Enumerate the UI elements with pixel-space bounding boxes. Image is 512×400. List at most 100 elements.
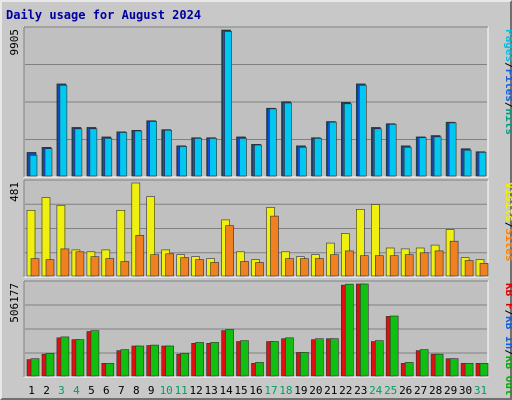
- x-tick-label-26: 26: [399, 384, 412, 397]
- bar-pages-day-28: [433, 136, 442, 177]
- bar-pages-day-8: [134, 130, 143, 177]
- bar-sites-day-11: [180, 257, 189, 277]
- y-max-label: 506177: [8, 283, 21, 323]
- x-tick-label-14: 14: [219, 384, 233, 397]
- x-tick-label-6: 6: [103, 384, 110, 397]
- bar-kb-out-day-24: [374, 340, 384, 377]
- bar-pages-day-2: [44, 148, 53, 177]
- x-tick-label-8: 8: [133, 384, 140, 397]
- bar-sites-day-16: [255, 262, 264, 277]
- panel-3: 506177 KB F/KB In/KB Out: [8, 280, 512, 396]
- bar-sites-day-6: [105, 258, 115, 277]
- bar-pages-day-21: [329, 121, 337, 177]
- bar-sites-day-5: [90, 256, 100, 277]
- bar-kb-out-day-22: [344, 283, 354, 377]
- x-tick-label-20: 20: [309, 384, 322, 397]
- bar-sites-day-27: [419, 252, 429, 277]
- bar-pages-day-14: [224, 31, 232, 177]
- x-tick-label-19: 19: [294, 384, 307, 397]
- bar-pages-day-24: [373, 128, 382, 177]
- bar-sites-day-3: [60, 248, 70, 277]
- bar-sites-day-19: [300, 258, 309, 277]
- legend-item: Sites: [503, 228, 512, 261]
- legend-item: Pages: [503, 29, 512, 62]
- legend-panel-1: Pages/Files/Hits: [503, 29, 512, 135]
- bar-pages-day-13: [209, 138, 217, 177]
- bar-pages-day-22: [343, 103, 352, 177]
- bar-sites-day-24: [374, 255, 384, 277]
- legend-item: Visits: [503, 182, 512, 222]
- bar-kb-out-day-3: [60, 336, 70, 377]
- bar-kb-out-day-16: [255, 362, 264, 377]
- bar-pages-day-7: [119, 132, 128, 177]
- bar-kb-out-day-12: [195, 342, 204, 377]
- bar-kb-out-day-4: [75, 339, 85, 377]
- x-tick-label-28: 28: [429, 384, 442, 397]
- bar-sites-day-4: [75, 251, 85, 277]
- legend-item: /: [503, 102, 512, 109]
- bar-kb-out-day-18: [285, 337, 294, 377]
- bar-sites-day-14: [225, 225, 234, 277]
- bar-sites-day-17: [270, 215, 279, 277]
- bar-pages-day-27: [418, 137, 427, 177]
- bar-kb-out-day-21: [330, 338, 339, 377]
- bar-kb-out-day-7: [120, 349, 130, 377]
- bar-sites-day-22: [344, 250, 354, 277]
- bar-kb-out-day-2: [45, 352, 55, 377]
- bar-pages-day-26: [403, 147, 412, 177]
- bar-sites-day-9: [150, 254, 159, 277]
- x-tick-label-21: 21: [324, 384, 337, 397]
- x-tick-label-9: 9: [148, 384, 155, 397]
- bar-pages-day-29: [448, 122, 457, 177]
- bar-pages-day-15: [239, 138, 247, 177]
- bar-kb-out-day-5: [90, 330, 100, 377]
- x-tick-label-3: 3: [58, 384, 65, 397]
- y-max-label: 9905: [8, 29, 21, 56]
- legend-item: /: [503, 310, 512, 317]
- legend-item: /: [503, 349, 512, 356]
- x-tick-label-18: 18: [279, 384, 292, 397]
- bar-sites-day-28: [434, 250, 444, 277]
- bar-kb-out-day-29: [449, 358, 459, 377]
- bar-sites-day-7: [120, 261, 130, 277]
- bar-kb-out-day-17: [270, 341, 279, 377]
- bar-sites-day-13: [210, 262, 219, 277]
- x-tick-label-24: 24: [369, 384, 383, 397]
- bar-pages-day-31: [478, 152, 487, 177]
- legend-item: Hits: [503, 109, 512, 136]
- x-tick-label-10: 10: [160, 384, 173, 397]
- bar-pages-day-1: [29, 155, 38, 177]
- x-tick-label-17: 17: [264, 384, 277, 397]
- x-tick-label-5: 5: [88, 384, 95, 397]
- legend-panel-3: KB F/KB In/KB Out: [503, 283, 512, 396]
- legend-item: KB In: [503, 316, 512, 349]
- bar-pages-day-6: [104, 138, 113, 177]
- x-tick-label-1: 1: [28, 384, 35, 397]
- legend-item: KB F: [503, 283, 512, 310]
- x-tick-label-31: 31: [474, 384, 487, 397]
- bar-pages-day-12: [194, 138, 202, 177]
- bar-sites-day-1: [30, 258, 40, 277]
- x-tick-label-2: 2: [43, 384, 50, 397]
- x-tick-label-29: 29: [444, 384, 457, 397]
- x-tick-label-23: 23: [354, 384, 367, 397]
- x-tick-label-27: 27: [414, 384, 427, 397]
- x-tick-label-13: 13: [204, 384, 217, 397]
- bar-pages-day-18: [284, 102, 292, 177]
- bar-pages-day-5: [89, 128, 98, 177]
- bar-kb-out-day-11: [180, 352, 189, 377]
- bar-sites-day-30: [464, 260, 474, 277]
- bar-pages-day-3: [59, 85, 68, 177]
- bar-pages-day-23: [358, 85, 367, 177]
- bar-kb-out-day-1: [30, 358, 40, 377]
- bar-kb-out-day-9: [150, 344, 159, 377]
- bar-sites-day-18: [285, 258, 294, 277]
- legend-item: /: [503, 222, 512, 229]
- bar-sites-day-29: [449, 240, 459, 277]
- bar-pages-day-19: [299, 147, 307, 177]
- panel-2: 481 Visits/Sites: [8, 179, 512, 278]
- bar-sites-day-2: [45, 259, 55, 277]
- bar-sites-day-25: [389, 255, 399, 277]
- x-tick-label-12: 12: [189, 384, 202, 397]
- bar-pages-day-9: [149, 121, 157, 177]
